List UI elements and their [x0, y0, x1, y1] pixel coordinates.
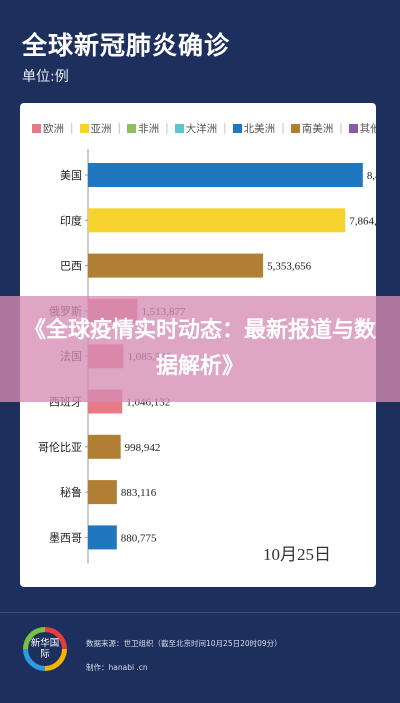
- category-label: 秘鲁: [60, 485, 82, 499]
- legend-item: 南美洲: [290, 121, 334, 136]
- legend-separator: |: [165, 122, 169, 134]
- logo-text: 新华国际: [28, 632, 62, 666]
- value-label: 998,942: [125, 442, 161, 454]
- legend-separator: |: [117, 122, 122, 134]
- category-label: 印度: [60, 213, 82, 227]
- legend-item: 大洋洲: [174, 121, 218, 136]
- value-label: 880,775: [121, 532, 157, 544]
- unit-label: 单位:例: [22, 69, 69, 85]
- legend-label: 其他: [359, 122, 376, 135]
- bar: [88, 163, 363, 187]
- headline-banner: 《全球疫情实时动态：最新报道与数据解析》: [0, 296, 400, 402]
- credit-note: 制作：hanabi .cn: [86, 663, 148, 672]
- legend-item: 非洲: [127, 121, 159, 136]
- legend-separator: |: [281, 122, 285, 134]
- value-label: 8,403,121: [367, 170, 376, 182]
- legend-swatch: [32, 123, 41, 133]
- legend-item: 欧洲: [32, 121, 64, 136]
- xinhua-logo-icon: 新华国际: [23, 627, 67, 671]
- headline-text: 《全球疫情实时动态：最新报道与数据解析》: [23, 318, 376, 379]
- bar: [88, 525, 117, 550]
- bar: [88, 434, 121, 459]
- legend-separator: |: [70, 122, 74, 134]
- legend-swatch: [290, 123, 300, 133]
- legend-separator: |: [339, 122, 343, 134]
- legend-item: 其他: [348, 121, 376, 136]
- page-title: 全球新冠肺炎确诊: [22, 31, 231, 60]
- legend-item: 北美洲: [232, 121, 276, 136]
- bar: [88, 480, 117, 505]
- bar: [88, 253, 264, 278]
- category-label: 巴西: [60, 260, 82, 273]
- legend-swatch: [127, 123, 137, 133]
- date-annotation: 10月25日: [263, 545, 331, 564]
- value-label: 5,353,656: [267, 261, 312, 273]
- value-label: 883,116: [121, 487, 157, 499]
- category-label: 美国: [60, 169, 82, 182]
- legend-label: 非洲: [138, 122, 160, 135]
- data-source-note: 数据来源：世卫组织（截至北京时间10月25日20时09分）: [86, 639, 282, 648]
- legend-separator: |: [223, 122, 227, 134]
- legend-label: 亚洲: [90, 122, 112, 135]
- legend-swatch: [79, 123, 89, 133]
- legend-swatch: [174, 123, 184, 133]
- category-label: 墨西哥: [49, 531, 82, 544]
- legend-label: 欧洲: [43, 122, 64, 135]
- legend-label: 北美洲: [243, 122, 276, 135]
- bar: [88, 208, 346, 233]
- legend-label: 南美洲: [301, 122, 334, 135]
- chart-legend: 欧洲 | 亚洲 | 非洲 | 大洋洲 | 北美洲 | 南美洲 | 其他: [32, 117, 376, 139]
- category-label: 哥伦比亚: [38, 440, 82, 454]
- legend-swatch: [348, 123, 358, 133]
- legend-label: 大洋洲: [185, 122, 218, 135]
- value-label: 7,864,811: [349, 215, 376, 227]
- legend-swatch: [232, 123, 242, 133]
- legend-item: 亚洲: [79, 121, 112, 136]
- footer-divider: [0, 612, 400, 613]
